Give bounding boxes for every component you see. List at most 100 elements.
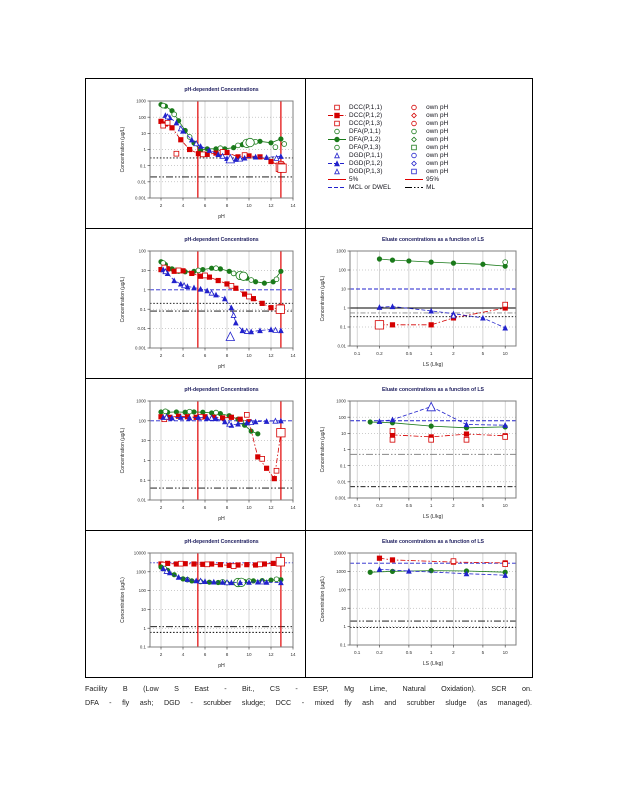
chart-title: pH-dependent Concentrations — [184, 539, 258, 545]
legend-label: own pH — [426, 103, 449, 111]
legend-label: DCC(P,1,2) — [349, 111, 383, 119]
legend-label: DGD(P,1,1) — [349, 152, 383, 160]
series-line-DGD — [379, 306, 506, 329]
circle-marker-icon — [334, 144, 340, 151]
legend-item: DGD(P,1,1) — [328, 152, 391, 160]
x-axis-label: LS (L/kg) — [423, 514, 444, 520]
legend-item: own pH — [405, 127, 448, 135]
legend-label: own pH — [426, 160, 449, 168]
legend-label: DFA(P,1,3) — [349, 144, 381, 152]
legend-label: DFA(P,1,1) — [349, 127, 381, 135]
series-line-DCC — [160, 415, 282, 480]
y-tick-label: 0.1 — [140, 307, 147, 312]
triangle-marker-icon — [334, 168, 340, 175]
line-style-icon — [328, 187, 346, 189]
series-line-DFA — [160, 104, 282, 151]
legend-item: own pH — [405, 103, 448, 111]
chart-ls-concentration-3: 0.1 0.2 0.5 1 2 5 10 0.001 0.01 0.1 1 10 100 1000 Elua… — [306, 379, 532, 530]
x-tick-label: 5 — [482, 650, 485, 655]
legend-label: DCC(P,1,3) — [349, 119, 383, 127]
x-axis-label: pH — [218, 516, 225, 522]
series-line-DCC — [160, 268, 281, 310]
y-tick-label: 0.1 — [140, 645, 147, 650]
x-tick-label: 0.2 — [376, 503, 383, 508]
legend-label: own pH — [426, 152, 449, 160]
diamond-marker-icon — [411, 160, 417, 167]
square-marker-icon — [411, 169, 417, 175]
x-tick-label: 12 — [268, 353, 274, 358]
y-tick-label: 1000 — [336, 569, 346, 574]
triangle-marker-icon — [334, 152, 340, 159]
legend-item: 5% — [328, 176, 391, 184]
series-line-DGD — [379, 406, 506, 426]
x-axis-label: pH — [218, 364, 225, 370]
x-tick-label: 2 — [160, 203, 163, 208]
x-tick-label: 10 — [503, 503, 509, 508]
x-tick-label: 14 — [290, 505, 296, 510]
panel-legend: DCC(P,1,1) DCC(P,1,2) DCC(P,1,3) DFA(P,1,1)… — [306, 79, 532, 229]
legend-column-right: own pH own pH own pH own pH own pH own pH own … — [405, 103, 448, 192]
chart-title: pH-dependent Concentrations — [184, 87, 258, 93]
x-tick-label: 8 — [226, 353, 229, 358]
legend-item: own pH — [405, 135, 448, 143]
x-tick-label: 6 — [204, 505, 207, 510]
y-tick-label: 0.001 — [335, 496, 347, 501]
chart-ph-concentration-2: 2 4 6 8 10 12 14 0.001 0.01 0.1 1 10 100 pH-dependent… — [86, 229, 305, 378]
series-line-DGD — [162, 269, 281, 333]
y-tick-label: 10 — [141, 607, 146, 612]
panel-ls-4: 0.1 0.2 0.5 1 2 5 10 0.1 1 10 100 1000 10000 Eluate c… — [306, 531, 532, 677]
x-tick-label: 0.5 — [406, 503, 413, 508]
x-tick-label: 0.5 — [406, 351, 413, 356]
line-style-icon — [405, 179, 424, 181]
chart-title: Eluate concentrations as a function of L… — [382, 539, 485, 545]
x-tick-label: 0.1 — [354, 650, 361, 655]
circle-marker-icon — [411, 152, 417, 159]
x-tick-label: 4 — [182, 505, 185, 510]
y-tick-label: 0.1 — [140, 478, 147, 483]
x-tick-label: 10 — [246, 505, 252, 510]
legend-item: MCL or DWEL — [328, 184, 391, 192]
chart-svg: 2 4 6 8 10 12 14 0.1 1 10 100 1000 10000 pH-dependent… — [120, 539, 296, 669]
y-tick-label: 10 — [341, 431, 346, 436]
y-tick-label: 1000 — [336, 249, 346, 254]
x-tick-label: 14 — [290, 353, 296, 358]
y-tick-label: 10 — [341, 606, 346, 611]
x-tick-label: 2 — [160, 353, 163, 358]
chart-ph-concentration-4: 2 4 6 8 10 12 14 0.1 1 10 100 1000 10000 pH-dependent… — [86, 531, 305, 677]
x-tick-label: 10 — [246, 203, 252, 208]
x-tick-label: 10 — [503, 351, 509, 356]
figure-grid: 2 4 6 8 10 12 14 0.001 0.01 0.1 1 10 100 1000 pH-depen… — [85, 78, 533, 678]
legend-item: own pH — [405, 152, 448, 160]
y-axis-label: Concentration (µg/L) — [120, 427, 126, 473]
x-tick-label: 4 — [182, 353, 185, 358]
y-tick-label: 10 — [341, 287, 346, 292]
legend-label: 95% — [426, 176, 440, 184]
y-tick-label: 0.01 — [337, 479, 346, 484]
caption-line-2: DFA - fly ash; DGD - scrubber sludge; DC… — [85, 698, 532, 707]
series-line-DFA — [379, 258, 506, 267]
y-tick-label: 1 — [344, 624, 347, 629]
legend-item: DCC(P,1,3) — [328, 119, 391, 127]
y-axis-label: Concentration (µg/L) — [320, 576, 326, 622]
x-tick-label: 2 — [452, 650, 455, 655]
diamond-marker-icon — [411, 136, 417, 143]
line-style-icon — [405, 187, 424, 189]
x-tick-label: 2 — [452, 503, 455, 508]
y-axis-label: Concentration (µg/L) — [320, 275, 326, 321]
x-tick-label: 8 — [226, 505, 229, 510]
series-line-DCC — [160, 121, 282, 167]
chart-svg: 2 4 6 8 10 12 14 0.001 0.01 0.1 1 10 100 1000 pH-depen… — [120, 87, 296, 220]
circle-marker-icon — [411, 104, 417, 110]
triangle-marker-icon — [328, 160, 346, 167]
panel-ph-1: 2 4 6 8 10 12 14 0.001 0.01 0.1 1 10 100 1000 pH-depen… — [86, 79, 306, 229]
chart-svg: 0.1 0.2 0.5 1 2 5 10 0.01 0.1 1 10 100 1000 Eluate co… — [320, 237, 517, 368]
figure-caption: Facility B (Low S East - Bit., CS - ESP,… — [85, 682, 532, 710]
series-line-DGD — [379, 568, 506, 576]
y-tick-label: 0.01 — [137, 179, 146, 184]
legend-item: own pH — [405, 160, 448, 168]
chart-title: Eluate concentrations as a function of L… — [382, 237, 485, 243]
legend-label: MCL or DWEL — [349, 184, 392, 192]
square-marker-icon — [411, 144, 417, 151]
legend-item: own pH — [405, 119, 448, 127]
